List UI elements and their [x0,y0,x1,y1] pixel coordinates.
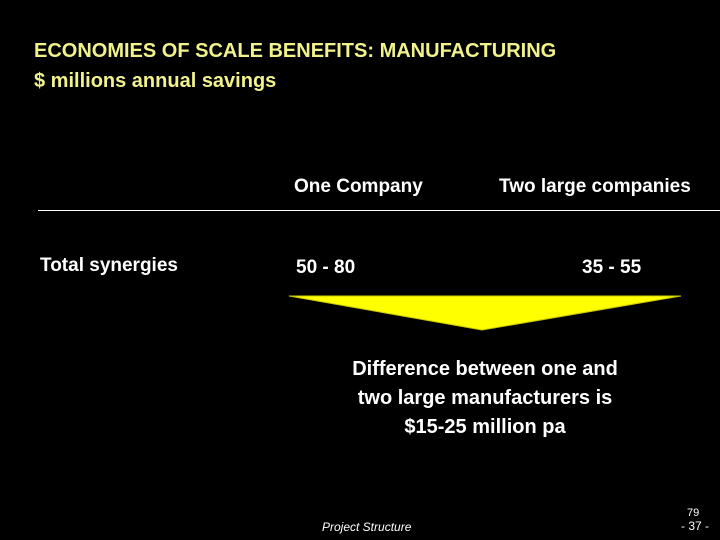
header-divider [38,210,720,211]
slide-subtitle: $ millions annual savings [34,70,277,92]
value-two-companies: 35 - 55 [582,257,642,278]
conclusion-line-1: Difference between one and [352,358,618,380]
page-number: - 37 - [681,519,710,533]
down-arrow-icon [288,295,682,331]
conclusion-line-2: two large manufacturers is [357,387,613,409]
page-number-small: 79 [687,507,700,519]
footer-section-label: Project Structure [322,520,412,534]
column-header-one-company: One Company [294,176,423,197]
slide-title: ECONOMIES OF SCALE BENEFITS: MANUFACTURI… [34,40,557,62]
conclusion-text: Difference between one and two large man… [300,355,670,442]
column-header-two-companies: Two large companies [499,176,691,197]
row-label-total-synergies: Total synergies [40,255,178,276]
conclusion-line-3: $15-25 million pa [404,416,566,438]
value-one-company: 50 - 80 [296,257,356,278]
